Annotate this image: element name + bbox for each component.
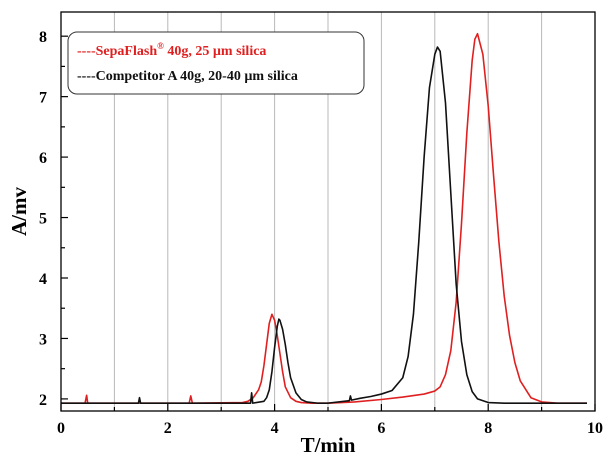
- x-tick-label-10: 10: [587, 420, 603, 437]
- x-tick-label-6: 6: [377, 420, 385, 437]
- legend-entry-competitor-a: ----Competitor A 40g, 20-40 µm silica: [77, 69, 298, 84]
- x-tick-label-4: 4: [271, 420, 279, 437]
- y-tick-label-3: 3: [39, 331, 47, 348]
- x-axis-title: T/min: [301, 433, 356, 457]
- y-tick-label-7: 7: [39, 90, 47, 107]
- y-tick-label-6: 6: [39, 150, 47, 167]
- y-axis-title: A/mv: [7, 187, 31, 236]
- y-tick-label-4: 4: [39, 271, 47, 288]
- x-tick-label-8: 8: [484, 420, 492, 437]
- x-tick-label-2: 2: [164, 420, 172, 437]
- y-tick-label-5: 5: [39, 211, 47, 228]
- legend-entry-sepaflash: ----SepaFlash® 40g, 25 µm silica: [77, 41, 266, 59]
- y-tick-labels: 2 3 4 5 6 7 8: [39, 29, 47, 409]
- series-group: [61, 32, 587, 404]
- x-axis-ticks: [60, 404, 596, 411]
- legend: ----SepaFlash® 40g, 25 µm silica ----Comp…: [67, 31, 365, 95]
- x-tick-labels: 0 2 4 6 8 10: [57, 420, 603, 437]
- x-tick-label-0: 0: [57, 420, 65, 437]
- y-axis-ticks: [61, 35, 68, 400]
- y-tick-label-2: 2: [39, 392, 47, 409]
- series-line-competitor-a: [61, 46, 587, 404]
- legend-box: [67, 31, 365, 95]
- y-tick-label-8: 8: [39, 29, 47, 46]
